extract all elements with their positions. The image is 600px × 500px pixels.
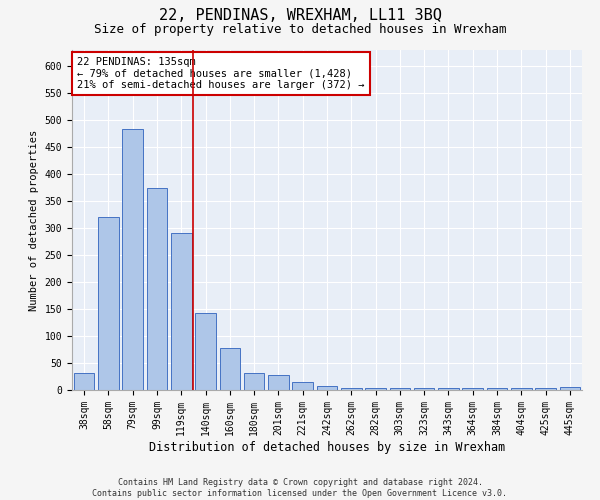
Bar [463, 388, 483, 390]
Bar [389, 388, 410, 390]
Bar [511, 388, 532, 390]
Bar [220, 348, 240, 390]
X-axis label: Distribution of detached houses by size in Wrexham: Distribution of detached houses by size … [149, 440, 505, 454]
Bar [74, 372, 94, 390]
Text: Size of property relative to detached houses in Wrexham: Size of property relative to detached ho… [94, 22, 506, 36]
Bar [146, 188, 167, 390]
Text: 22, PENDINAS, WREXHAM, LL11 3BQ: 22, PENDINAS, WREXHAM, LL11 3BQ [158, 8, 442, 22]
Bar [122, 130, 143, 390]
Y-axis label: Number of detached properties: Number of detached properties [29, 130, 39, 310]
Bar [171, 233, 191, 390]
Bar [98, 217, 119, 390]
Bar [268, 375, 289, 390]
Text: Contains HM Land Registry data © Crown copyright and database right 2024.
Contai: Contains HM Land Registry data © Crown c… [92, 478, 508, 498]
Bar [560, 388, 580, 390]
Bar [487, 388, 508, 390]
Bar [244, 374, 265, 390]
Bar [292, 382, 313, 390]
Bar [535, 388, 556, 390]
Text: 22 PENDINAS: 135sqm
← 79% of detached houses are smaller (1,428)
21% of semi-det: 22 PENDINAS: 135sqm ← 79% of detached ho… [77, 57, 365, 90]
Bar [414, 388, 434, 390]
Bar [195, 313, 216, 390]
Bar [317, 386, 337, 390]
Bar [438, 388, 459, 390]
Bar [341, 388, 362, 390]
Bar [365, 388, 386, 390]
